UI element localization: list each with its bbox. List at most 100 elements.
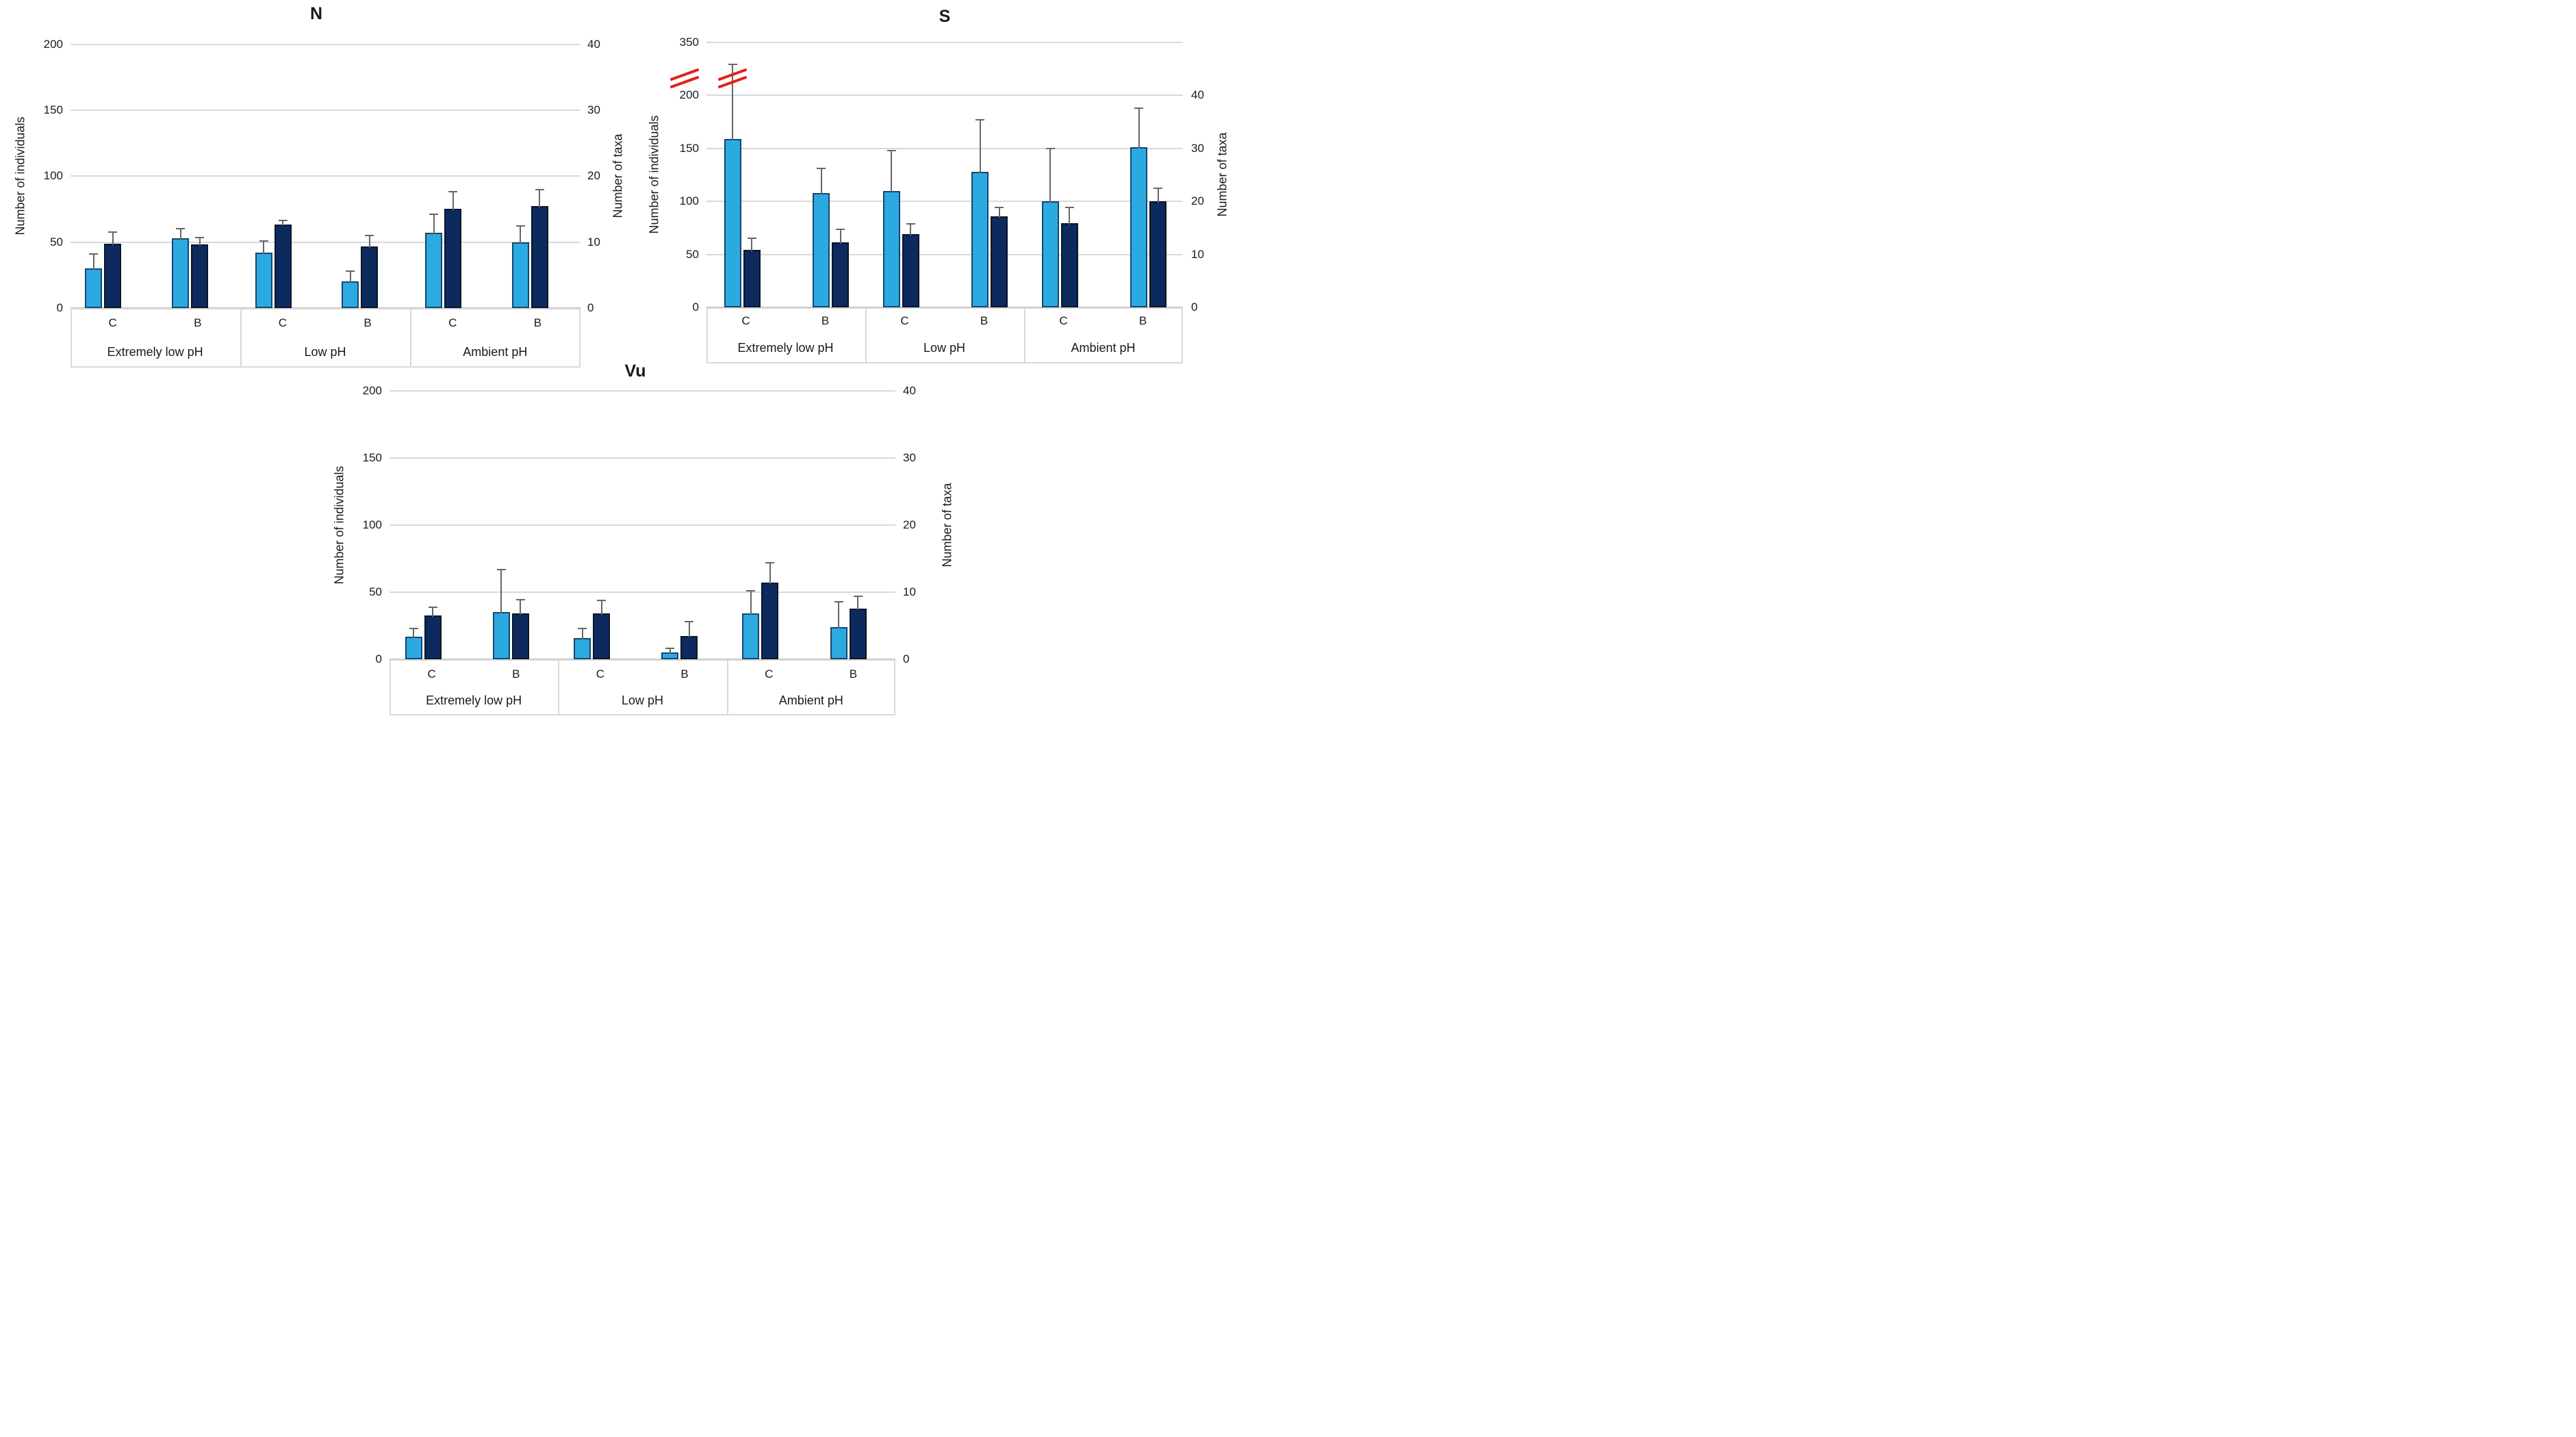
gridline — [706, 41, 1183, 43]
bar-group-label: B — [821, 314, 830, 327]
chart-title: N — [309, 4, 323, 23]
gridline — [706, 253, 1183, 255]
bar-taxa — [191, 244, 209, 308]
error-bar — [979, 119, 981, 173]
error-bar — [1069, 207, 1071, 225]
gridline — [390, 390, 895, 392]
ph-group-label: Ambient pH — [463, 345, 528, 359]
y2-axis-tick-label: 10 — [587, 235, 600, 249]
bar-group-label: C — [900, 314, 909, 327]
error-bar — [688, 622, 690, 637]
y-axis-tick-label: 200 — [679, 88, 699, 101]
y2-axis-tick-label: 20 — [587, 169, 600, 183]
error-bar — [92, 253, 94, 270]
bar-group-label: C — [596, 667, 605, 681]
ph-group-label: Ambient pH — [1071, 341, 1136, 355]
bar-taxa — [444, 209, 462, 308]
bar-individuals — [85, 268, 103, 308]
y2-axis-label: Number of taxa — [611, 133, 625, 218]
error-bar-cap — [89, 253, 99, 255]
error-bar-cap — [834, 600, 843, 602]
bar-taxa — [832, 242, 850, 307]
bar-group-label: B — [980, 314, 989, 327]
bar-taxa — [761, 583, 779, 659]
error-bar-cap — [1045, 147, 1055, 149]
bar-group-label: C — [1059, 314, 1068, 327]
bar-group-label: B — [849, 667, 858, 681]
y-axis-tick-label: 150 — [679, 141, 699, 155]
error-bar-cap — [746, 590, 756, 592]
error-bar — [769, 562, 771, 585]
error-bar — [500, 569, 502, 614]
y-axis-label: Number of individuals — [13, 116, 27, 236]
error-bar — [891, 150, 893, 192]
error-bar-cap — [429, 214, 439, 216]
bar-individuals — [1041, 201, 1059, 307]
y2-axis-tick-label: 30 — [903, 451, 916, 464]
bar-taxa — [743, 249, 761, 307]
bar-group-label: B — [194, 316, 202, 329]
category-divider — [558, 659, 560, 715]
ph-group-label: Ambient pH — [778, 694, 843, 707]
gridline — [70, 43, 581, 45]
error-bar-cap — [515, 225, 525, 227]
error-bar — [349, 271, 351, 283]
y-axis-label: Number of individuals — [332, 466, 346, 585]
bar-individuals — [172, 238, 190, 308]
error-bar — [282, 220, 284, 226]
bar-taxa — [680, 635, 698, 659]
error-bar — [433, 214, 435, 235]
bar-group-label: B — [533, 316, 542, 329]
error-bar — [368, 235, 370, 249]
error-bar — [857, 596, 859, 610]
error-bar — [910, 224, 912, 236]
error-bar-cap — [685, 621, 694, 623]
error-bar — [539, 189, 541, 207]
y-axis-tick-label: 50 — [686, 247, 699, 261]
gridline — [390, 457, 895, 459]
bar-group-label: B — [680, 667, 689, 681]
ph-group-label: Low pH — [304, 345, 346, 359]
error-bar — [432, 607, 434, 618]
y-axis-tick-label: 0 — [56, 301, 63, 314]
y-axis-tick-label: 50 — [369, 585, 382, 598]
bar-individuals — [742, 613, 760, 659]
error-bar — [751, 238, 753, 251]
y-axis-tick-label: 200 — [362, 384, 382, 397]
bar-taxa — [593, 613, 611, 659]
error-bar-cap — [853, 595, 863, 597]
chart-title: S — [939, 7, 951, 26]
y2-axis-label: Number of taxa — [940, 483, 954, 568]
error-bar — [452, 192, 454, 211]
y2-axis-tick-label: 10 — [903, 585, 916, 598]
y-axis-tick-label: 100 — [362, 518, 382, 531]
error-bar — [1138, 107, 1140, 149]
error-bar-cap — [365, 234, 374, 236]
y2-axis-tick-label: 0 — [587, 301, 594, 314]
error-bar — [998, 207, 1000, 218]
error-bar-cap — [887, 149, 896, 151]
bar-taxa — [849, 608, 867, 659]
y2-axis-tick-label: 20 — [903, 518, 916, 531]
y-axis-tick-label: 350 — [679, 35, 699, 49]
gridline — [706, 94, 1183, 96]
chart-title: Vu — [624, 361, 646, 381]
bar-individuals — [425, 233, 443, 308]
y2-axis-tick-label: 10 — [1191, 247, 1204, 261]
y2-axis-tick-label: 20 — [1191, 194, 1204, 207]
bar-taxa — [274, 224, 292, 308]
bar-individuals — [724, 138, 741, 307]
bar-individuals — [492, 612, 510, 659]
ph-group-label: Low pH — [923, 341, 966, 355]
category-divider — [1023, 307, 1025, 364]
bar-group-label: C — [427, 667, 436, 681]
error-bar-cap — [346, 270, 355, 272]
error-bar-cap — [1064, 207, 1074, 209]
bar-taxa — [991, 216, 1008, 307]
y-axis-tick-label: 0 — [692, 301, 699, 314]
bar-taxa — [104, 243, 122, 308]
bar-group-label: B — [512, 667, 520, 681]
error-bar — [581, 628, 583, 639]
bar-group-label: C — [448, 316, 457, 329]
y-axis-tick-label: 100 — [679, 194, 699, 207]
